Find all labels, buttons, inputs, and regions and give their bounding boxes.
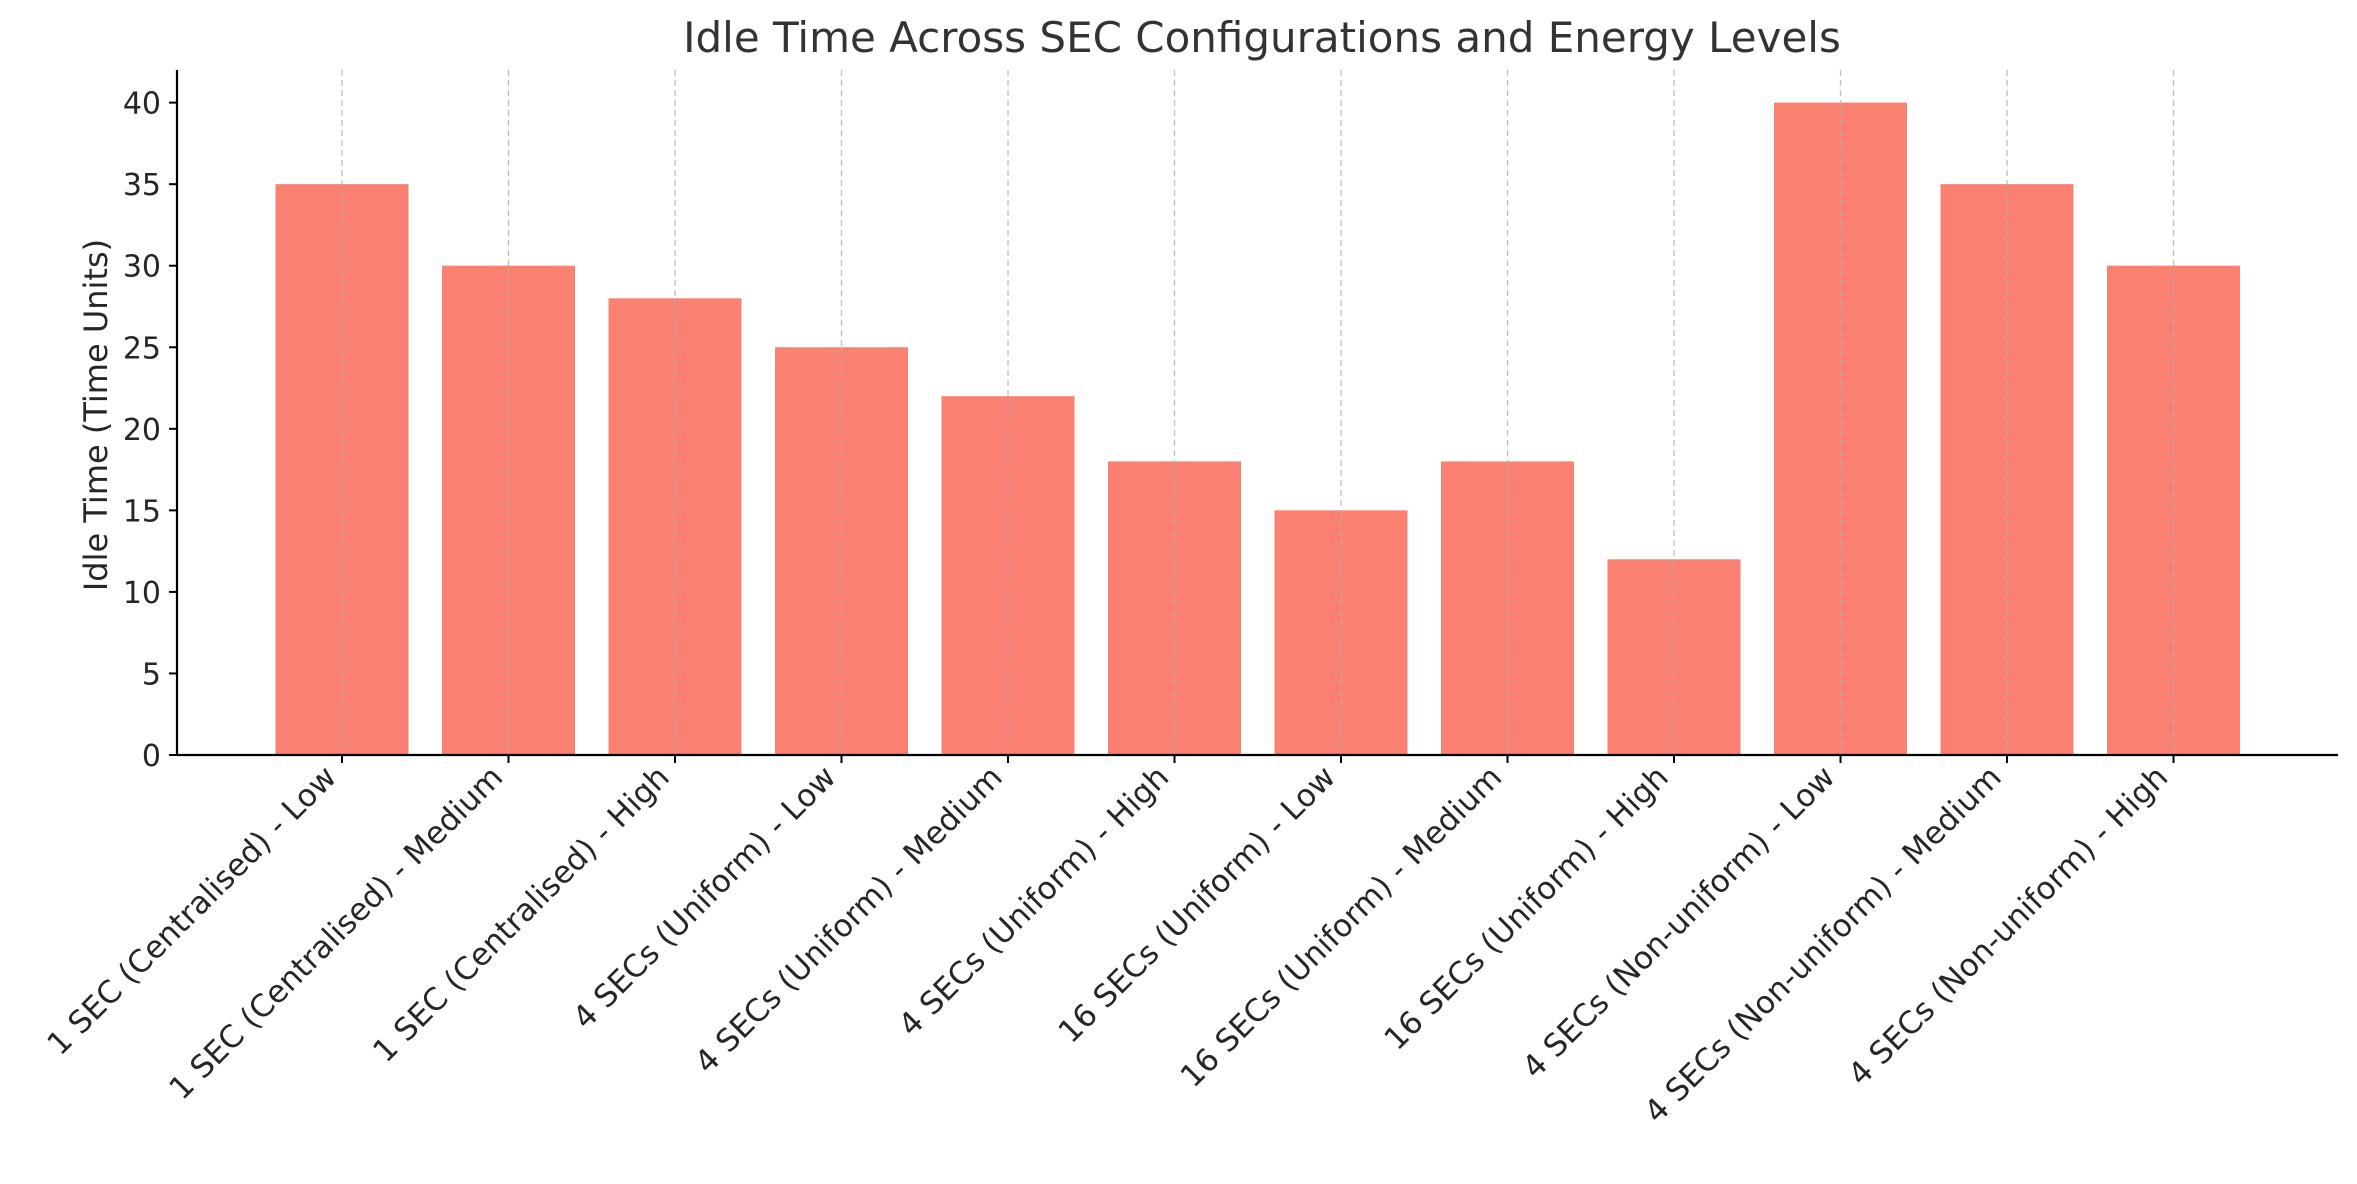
y-tick-label-7: 35 — [123, 168, 161, 203]
y-tick-label-5: 25 — [123, 331, 161, 366]
y-tick-label-4: 20 — [123, 413, 161, 448]
bar-10 — [1940, 184, 2074, 755]
y-tick-label-3: 15 — [123, 494, 161, 529]
x-tick-label-8: 16 SECs (Uniform) - High — [1377, 759, 1675, 1057]
x-tick-label-11: 4 SECs (Non-uniform) - High — [1841, 759, 2175, 1093]
x-tick-label-5: 4 SECs (Uniform) - High — [892, 759, 1176, 1043]
y-tick-label-0: 0 — [142, 739, 161, 774]
y-tick-label-8: 40 — [123, 87, 161, 122]
x-tick-label-7: 16 SECs (Uniform) - Medium — [1174, 759, 1510, 1095]
bar-2 — [608, 298, 742, 755]
y-tick-label-6: 30 — [123, 250, 161, 285]
x-tick-label-6: 16 SECs (Uniform) - Low — [1052, 759, 1343, 1050]
x-tick-label-0: 1 SEC (Centralised) - Low — [40, 759, 343, 1062]
x-tick-label-9: 4 SECs (Non-uniform) - Low — [1516, 759, 1843, 1086]
y-axis-label: Idle Time (Time Units) — [77, 239, 115, 591]
x-tick-label-1: 1 SEC (Centralised) - Medium — [162, 759, 510, 1107]
bar-0 — [275, 184, 409, 755]
y-tick-label-2: 10 — [123, 576, 161, 611]
chart-title: Idle Time Across SEC Configurations and … — [683, 13, 1841, 62]
x-tick-label-10: 4 SECs (Non-uniform) - Medium — [1638, 759, 2009, 1130]
x-tick-label-3: 4 SECs (Uniform) - Low — [566, 759, 843, 1036]
x-tick-label-2: 1 SEC (Centralised) - High — [366, 759, 676, 1069]
y-tick-label-1: 5 — [142, 657, 161, 692]
x-tick-label-4: 4 SECs (Uniform) - Medium — [688, 759, 1010, 1081]
y-ticks: 0 5 10 15 20 25 30 35 40 — [123, 87, 177, 774]
bars — [275, 102, 2240, 756]
vertical-grid-overlay — [341, 70, 2175, 755]
